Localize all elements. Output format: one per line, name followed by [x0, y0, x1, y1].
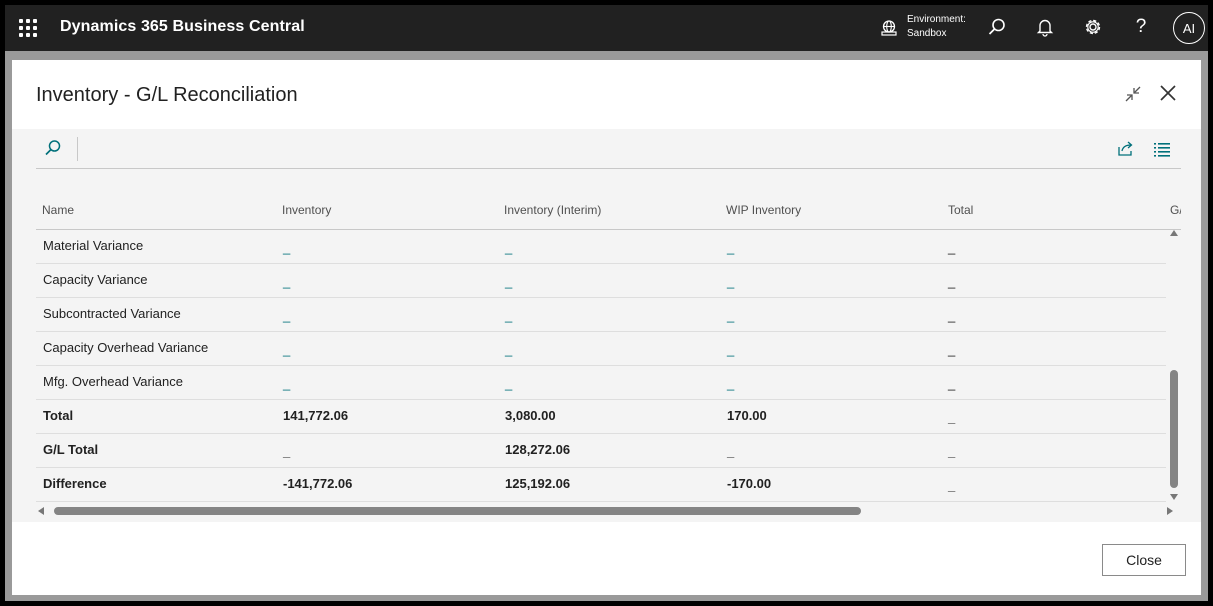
toolbar-divider: [77, 137, 78, 161]
grid-body: Material Variance _ _ _ _ Capacity Variance _ _…: [36, 230, 1166, 502]
scroll-up-icon[interactable]: [1170, 230, 1178, 236]
help-icon[interactable]: ?: [1135, 16, 1147, 37]
row-inventory[interactable]: _: [283, 342, 291, 357]
row-total: _: [948, 410, 956, 425]
row-inventory-interim[interactable]: _: [505, 342, 513, 357]
row-inventory-interim: 3,080.00: [505, 408, 556, 423]
row-inventory: 141,772.06: [283, 408, 349, 423]
environment-value: Sandbox: [907, 28, 947, 39]
search-icon[interactable]: [986, 16, 1008, 38]
row-inventory[interactable]: _: [283, 274, 291, 289]
row-wip-inventory[interactable]: _: [727, 240, 735, 255]
table-row[interactable]: Capacity Overhead Variance _ _ _ _: [36, 332, 1166, 366]
row-wip-inventory: -170.00: [727, 476, 772, 491]
search-icon[interactable]: [44, 139, 62, 157]
bell-icon[interactable]: [1034, 16, 1056, 38]
row-name: Total: [43, 408, 74, 423]
column-header-inventory[interactable]: Inventory: [282, 203, 332, 217]
table-row[interactable]: G/L Total _ 128,272.06 _ _: [36, 434, 1166, 468]
table-row[interactable]: Mfg. Overhead Variance _ _ _ _: [36, 366, 1166, 400]
row-inventory: _: [283, 444, 291, 459]
column-header-name[interactable]: Name: [42, 203, 75, 217]
list-view-icon[interactable]: [1153, 140, 1171, 158]
top-bar: Dynamics 365 Business Central Environmen…: [5, 5, 1208, 51]
row-inventory-interim: 125,192.06: [505, 476, 571, 491]
table-row[interactable]: Capacity Variance _ _ _ _: [36, 264, 1166, 298]
row-name: Capacity Overhead Variance: [43, 340, 209, 355]
column-header-inventory-interim[interactable]: Inventory (Interim): [504, 203, 602, 217]
content-area: Name Inventory Inventory (Interim) WIP I…: [12, 129, 1201, 522]
row-name: Difference: [43, 476, 107, 491]
gear-icon[interactable]: [1082, 16, 1104, 38]
row-name: G/L Total: [43, 442, 99, 457]
environment-label: Environment:: [907, 14, 966, 25]
row-total: _: [948, 478, 956, 493]
table-row[interactable]: Difference -141,772.06 125,192.06 -170.00 _: [36, 468, 1166, 502]
column-header-wip-inventory[interactable]: WIP Inventory: [726, 203, 802, 217]
table-row[interactable]: Total 141,772.06 3,080.00 170.00 _: [36, 400, 1166, 434]
app-title: Dynamics 365 Business Central: [60, 18, 305, 35]
app-launcher-icon[interactable]: [19, 19, 37, 37]
row-name: Material Variance: [43, 238, 144, 253]
avatar[interactable]: AI: [1173, 12, 1205, 44]
column-header-gl-truncated[interactable]: G/: [1170, 203, 1181, 217]
reconciliation-dialog: Inventory - G/L Reconciliation: [12, 60, 1201, 595]
collapse-icon[interactable]: [1123, 84, 1143, 104]
vertical-scrollbar[interactable]: [1168, 230, 1180, 501]
horizontal-scroll-thumb[interactable]: [54, 507, 861, 515]
scroll-left-icon[interactable]: [38, 507, 44, 515]
row-wip-inventory: 170.00: [727, 408, 767, 423]
row-total: _: [948, 240, 956, 255]
action-bar: [36, 129, 1181, 169]
row-wip-inventory: _: [727, 444, 735, 459]
row-wip-inventory[interactable]: _: [727, 342, 735, 357]
close-button[interactable]: Close: [1102, 544, 1186, 576]
row-inventory[interactable]: _: [283, 240, 291, 255]
scroll-right-icon[interactable]: [1167, 507, 1173, 515]
row-inventory-interim: 128,272.06: [505, 442, 571, 457]
environment-icon: [881, 20, 897, 36]
share-icon[interactable]: [1117, 139, 1135, 157]
app-window: Dynamics 365 Business Central Environmen…: [5, 5, 1208, 601]
grid-header: Name Inventory Inventory (Interim) WIP I…: [36, 195, 1181, 230]
row-wip-inventory[interactable]: _: [727, 308, 735, 323]
row-total: _: [948, 308, 956, 323]
scroll-down-icon[interactable]: [1170, 494, 1178, 500]
dialog-title: Inventory - G/L Reconciliation: [36, 84, 298, 106]
row-inventory: -141,772.06: [283, 476, 353, 491]
row-inventory-interim[interactable]: _: [505, 376, 513, 391]
close-icon[interactable]: [1157, 82, 1179, 104]
row-name: Mfg. Overhead Variance: [43, 374, 183, 389]
row-name: Capacity Variance: [43, 272, 148, 287]
row-total: _: [948, 444, 956, 459]
row-total: _: [948, 376, 956, 391]
horizontal-scrollbar[interactable]: [36, 504, 1181, 518]
table-row[interactable]: Material Variance _ _ _ _: [36, 230, 1166, 264]
row-inventory[interactable]: _: [283, 308, 291, 323]
row-inventory-interim[interactable]: _: [505, 240, 513, 255]
vertical-scroll-thumb[interactable]: [1170, 370, 1178, 488]
table-row[interactable]: Subcontracted Variance _ _ _ _: [36, 298, 1166, 332]
row-total: _: [948, 342, 956, 357]
column-header-total[interactable]: Total: [948, 203, 974, 217]
row-wip-inventory[interactable]: _: [727, 274, 735, 289]
row-inventory-interim[interactable]: _: [505, 274, 513, 289]
row-name: Subcontracted Variance: [43, 306, 181, 321]
row-wip-inventory[interactable]: _: [727, 376, 735, 391]
row-inventory-interim[interactable]: _: [505, 308, 513, 323]
row-total: _: [948, 274, 956, 289]
row-inventory[interactable]: _: [283, 376, 291, 391]
